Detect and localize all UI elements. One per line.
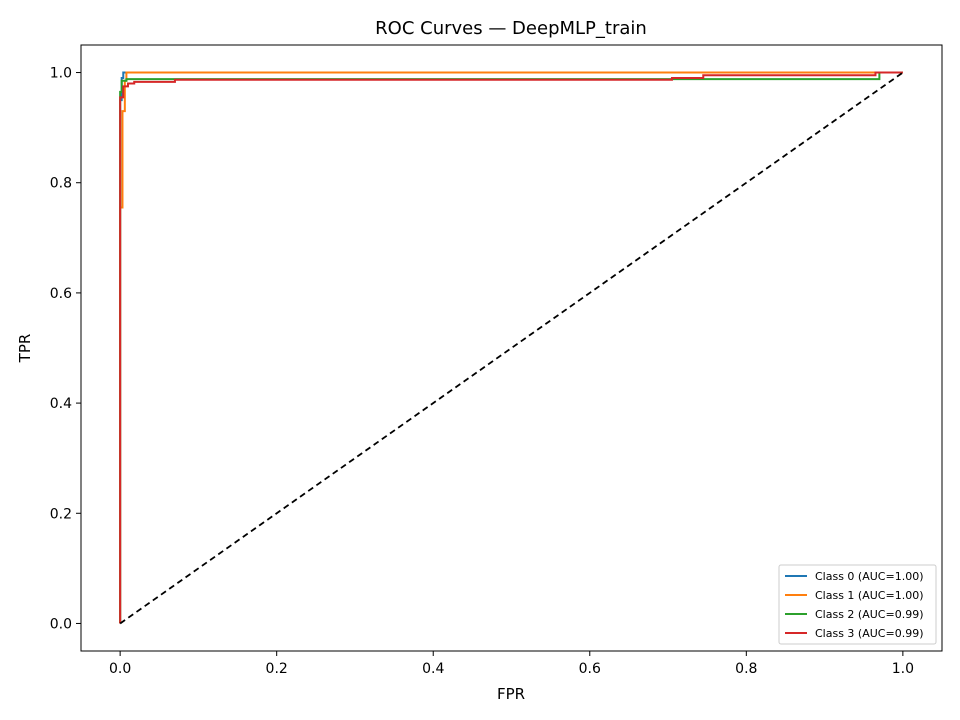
legend-box bbox=[778, 564, 937, 645]
y-tick-label: 0.4 bbox=[50, 396, 72, 412]
y-tick-label: 1.0 bbox=[50, 66, 72, 82]
y-tick-label: 0.8 bbox=[50, 176, 72, 192]
chart-title: ROC Curves — DeepMLP_train bbox=[375, 18, 647, 39]
x-tick-label: 0.0 bbox=[109, 661, 131, 677]
series-line-class-3 bbox=[119, 71, 903, 624]
x-tick-label: 1.0 bbox=[892, 661, 914, 677]
x-tick-label: 0.8 bbox=[735, 661, 757, 677]
legend-label: Class 1 (AUC=1.00) bbox=[815, 589, 923, 602]
y-tick-label: 0.0 bbox=[50, 616, 72, 632]
legend: Class 0 (AUC=1.00) Class 1 (AUC=1.00) Clas… bbox=[778, 564, 937, 645]
x-tick-label: 0.4 bbox=[422, 661, 444, 677]
y-tick-label: 0.6 bbox=[50, 286, 72, 302]
axes-frame bbox=[80, 44, 943, 652]
plot-content bbox=[119, 71, 904, 625]
x-axis-label: FPR bbox=[497, 685, 525, 703]
y-tick-label: 0.2 bbox=[50, 506, 72, 522]
series-line-class-2 bbox=[119, 71, 903, 624]
legend-label: Class 2 (AUC=0.99) bbox=[815, 608, 923, 621]
x-tick-label: 0.6 bbox=[579, 661, 601, 677]
legend-label: Class 0 (AUC=1.00) bbox=[815, 570, 923, 583]
ticks: 0.0 0.2 0.4 0.6 0.8 1.0 0.0 0.2 0.4 0.6 0.8 1.0 bbox=[50, 66, 914, 677]
y-axis-label: TPR bbox=[16, 334, 34, 364]
x-tick-label: 0.2 bbox=[266, 661, 288, 677]
legend-label: Class 3 (AUC=0.99) bbox=[815, 627, 923, 640]
